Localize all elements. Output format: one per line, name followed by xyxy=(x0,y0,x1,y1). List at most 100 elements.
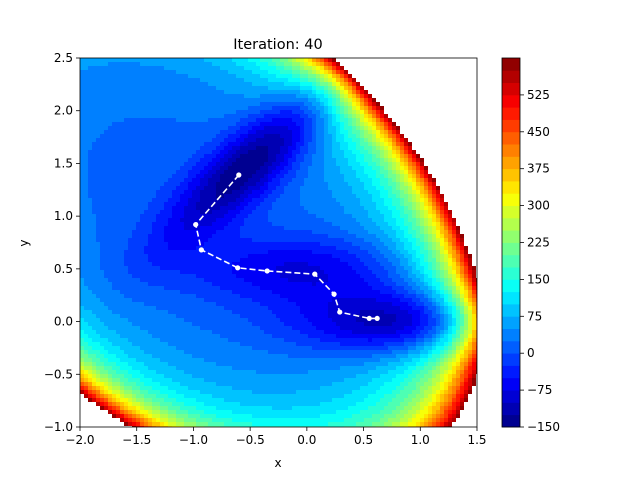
contour-cell xyxy=(244,162,249,167)
contour-cell xyxy=(236,378,241,383)
contour-cell xyxy=(208,202,213,207)
contour-cell xyxy=(220,78,225,83)
contour-cell xyxy=(108,166,113,171)
contour-cell xyxy=(260,62,265,67)
contour-cell xyxy=(80,198,85,203)
contour-cell xyxy=(160,306,165,311)
contour-cell xyxy=(112,282,117,287)
contour-cell xyxy=(136,130,141,135)
contour-cell xyxy=(104,278,109,283)
contour-cell xyxy=(184,134,189,139)
contour-cell xyxy=(256,382,261,387)
contour-cell xyxy=(104,198,109,203)
contour-cell xyxy=(180,154,185,159)
contour-cell xyxy=(204,114,209,119)
contour-cell xyxy=(168,354,173,359)
contour-cell xyxy=(200,354,205,359)
contour-cell xyxy=(252,390,257,395)
contour-cell xyxy=(168,270,173,275)
contour-cell xyxy=(148,62,153,67)
contour-cell xyxy=(136,102,141,107)
contour-cell xyxy=(244,386,249,391)
contour-cell xyxy=(248,326,253,331)
contour-cell xyxy=(208,146,213,151)
contour-cell xyxy=(268,174,273,179)
contour-cell xyxy=(104,154,109,159)
contour-cell xyxy=(196,102,201,107)
contour-cell xyxy=(216,282,221,287)
contour-cell xyxy=(172,86,177,91)
contour-cell xyxy=(140,194,145,199)
contour-cell xyxy=(80,78,85,83)
contour-cell xyxy=(96,62,101,67)
contour-cell xyxy=(92,278,97,283)
contour-cell xyxy=(248,230,253,235)
contour-cell xyxy=(92,422,97,427)
contour-cell xyxy=(224,318,229,323)
contour-cell xyxy=(160,122,165,127)
contour-cell xyxy=(80,346,85,351)
contour-cell xyxy=(284,58,289,63)
contour-cell xyxy=(172,410,177,415)
contour-cell xyxy=(164,250,169,255)
contour-cell xyxy=(128,214,133,219)
contour-cell xyxy=(96,298,101,303)
contour-cell xyxy=(124,330,129,335)
contour-cell xyxy=(212,62,217,67)
contour-cell xyxy=(212,94,217,99)
contour-cell xyxy=(80,142,85,147)
contour-cell xyxy=(192,230,197,235)
contour-cell xyxy=(228,102,233,107)
contour-cell xyxy=(92,166,97,171)
contour-cell xyxy=(292,318,297,323)
contour-cell xyxy=(272,222,277,227)
contour-cell xyxy=(148,134,153,139)
contour-cell xyxy=(124,146,129,151)
contour-cell xyxy=(228,178,233,183)
contour-cell xyxy=(136,410,141,415)
contour-cell xyxy=(124,294,129,299)
contour-cell xyxy=(240,78,245,83)
contour-cell xyxy=(240,294,245,299)
contour-cell xyxy=(96,270,101,275)
contour-cell xyxy=(96,166,101,171)
contour-cell xyxy=(136,170,141,175)
contour-cell xyxy=(256,302,261,307)
contour-cell xyxy=(104,90,109,95)
contour-cell xyxy=(124,382,129,387)
contour-cell xyxy=(248,170,253,175)
contour-cell xyxy=(196,186,201,191)
contour-cell xyxy=(104,214,109,219)
contour-cell xyxy=(112,378,117,383)
contour-cell xyxy=(204,206,209,211)
contour-cell xyxy=(216,194,221,199)
contour-cell xyxy=(92,230,97,235)
contour-cell xyxy=(240,414,245,419)
contour-cell xyxy=(256,214,261,219)
contour-cell xyxy=(132,106,137,111)
contour-cell xyxy=(140,270,145,275)
contour-cell xyxy=(208,270,213,275)
contour-cell xyxy=(164,358,169,363)
contour-cell xyxy=(108,366,113,371)
contour-cell xyxy=(192,66,197,71)
contour-cell xyxy=(100,130,105,135)
contour-cell xyxy=(236,158,241,163)
contour-cell xyxy=(280,70,285,75)
contour-cell xyxy=(264,58,269,63)
contour-cell xyxy=(128,198,133,203)
contour-cell xyxy=(212,142,217,147)
contour-cell xyxy=(264,310,269,315)
contour-cell xyxy=(224,398,229,403)
contour-cell xyxy=(92,98,97,103)
contour-cell xyxy=(240,358,245,363)
contour-cell xyxy=(292,106,297,111)
contour-cell xyxy=(160,58,165,63)
contour-cell xyxy=(252,174,257,179)
contour-cell xyxy=(160,66,165,71)
contour-cell xyxy=(240,290,245,295)
contour-cell xyxy=(132,338,137,343)
contour-cell xyxy=(224,326,229,331)
contour-cell xyxy=(124,142,129,147)
contour-cell xyxy=(156,314,161,319)
